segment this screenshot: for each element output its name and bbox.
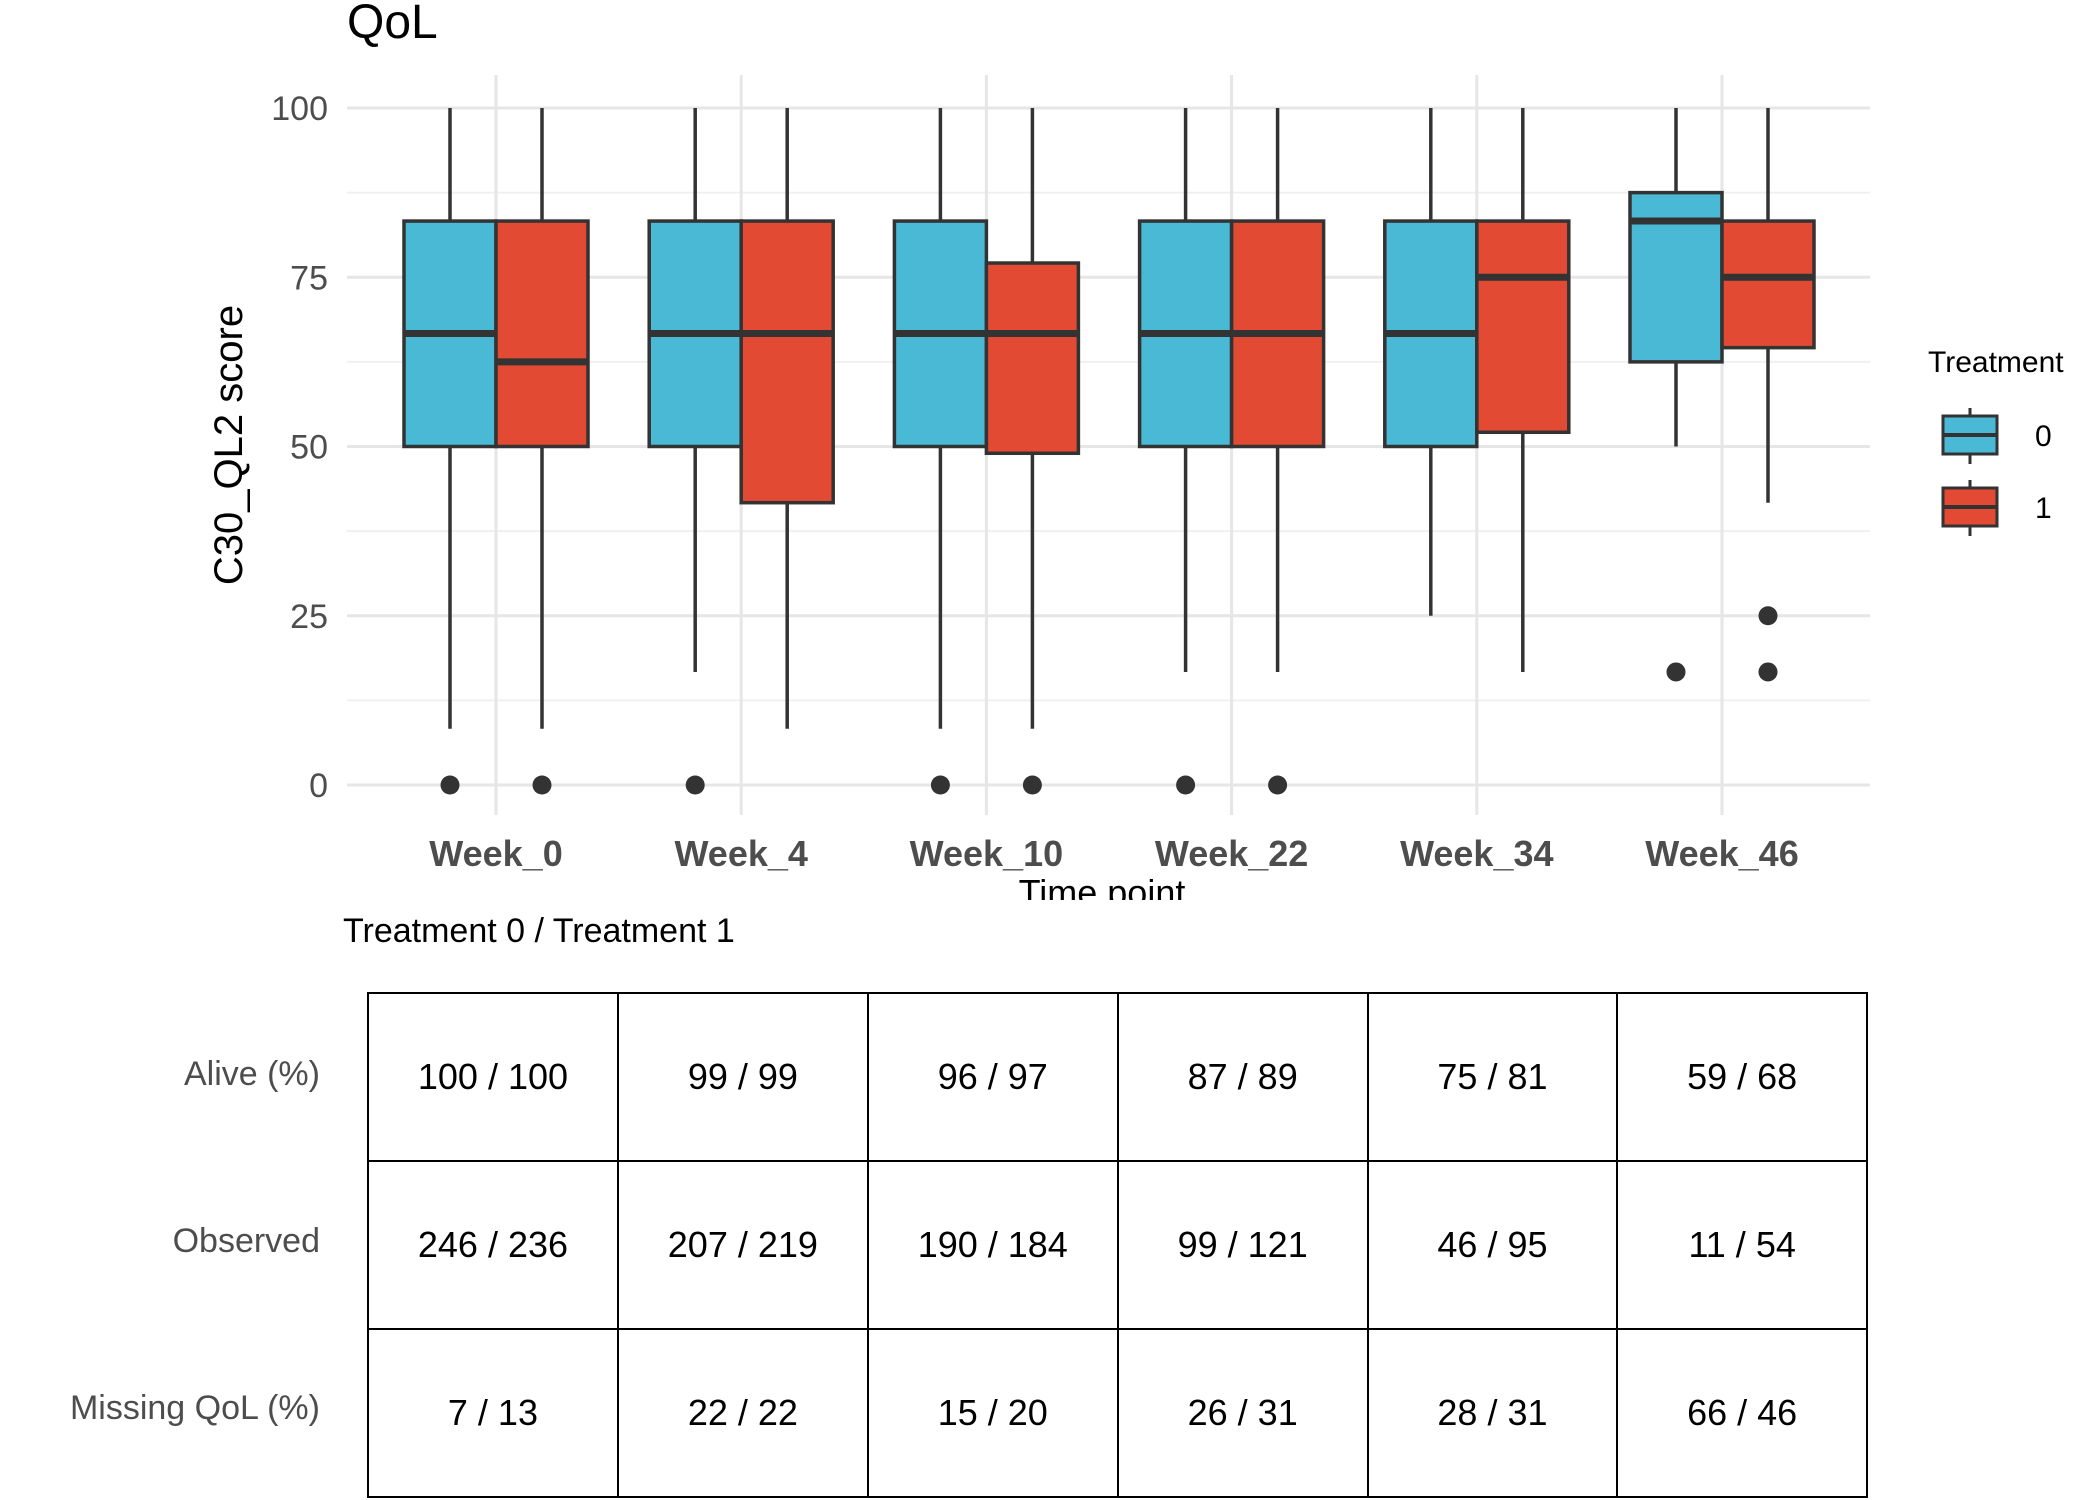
table-cell: 75 / 81	[1366, 992, 1619, 1162]
box-0-Week_10	[892, 108, 989, 795]
legend-item-1: 1	[1941, 480, 2052, 536]
box-1-Week_22	[1229, 108, 1326, 795]
outlier-point	[1176, 775, 1196, 795]
boxplot-chart: 0 25 50 75 100 Week_0 Week_4 Week_10 Week_22 Week…	[207, 0, 2064, 900]
x-tick-label: Week_10	[910, 833, 1063, 874]
table-cell: 100 / 100	[367, 992, 619, 1162]
box-1-Week_10	[984, 108, 1081, 795]
table-cell: 96 / 97	[866, 992, 1119, 1162]
table-cell: 99 / 99	[616, 992, 869, 1162]
outlier-point	[1758, 662, 1778, 682]
box-1-Week_0	[494, 108, 590, 795]
x-tick-label: Week_34	[1400, 833, 1553, 874]
outlier-point	[1666, 662, 1686, 682]
chart-title: QoL	[347, 0, 438, 49]
outlier-point	[440, 775, 460, 795]
x-axis-label: Time point	[1019, 872, 1186, 900]
box-0-Week_4	[647, 108, 743, 795]
series-0	[402, 108, 1724, 795]
box-1-Week_4	[739, 108, 835, 729]
table-cell: 207 / 219	[616, 1160, 869, 1330]
legend-item-0: 0	[1941, 408, 2052, 464]
y-tick-label: 50	[290, 429, 328, 467]
table-cell: 246 / 236	[367, 1160, 619, 1330]
series-1	[494, 108, 1816, 795]
outlier-point	[1758, 606, 1778, 626]
outlier-point	[1268, 775, 1288, 795]
table-cell: 26 / 31	[1116, 1328, 1369, 1498]
table-caption: Treatment 0 / Treatment 1	[343, 912, 735, 950]
box-body	[1475, 219, 1571, 435]
outlier-point	[930, 775, 950, 795]
table-cell: 66 / 46	[1616, 1328, 1868, 1498]
box-body	[984, 261, 1081, 456]
row-label-alive: Alive (%)	[183, 1055, 320, 1093]
x-tick-label: Week_4	[674, 833, 807, 874]
table-cell: 22 / 22	[616, 1328, 869, 1498]
table-row: 100 / 100 99 / 99 96 / 97 87 / 89 75 / 8…	[367, 992, 1868, 1162]
box-0-Week_46	[1628, 108, 1724, 682]
y-tick-label: 0	[309, 767, 328, 805]
box-0-Week_22	[1137, 108, 1234, 795]
table-row: 246 / 236 207 / 219 190 / 184 99 / 121 4…	[367, 1160, 1868, 1330]
box-1-Week_34	[1475, 108, 1571, 672]
axis-layer: 0 25 50 75 100 Week_0 Week_4 Week_10 Week_22 Week…	[271, 90, 1798, 874]
box-layer	[402, 108, 1816, 795]
y-tick-label: 25	[290, 598, 328, 636]
table-cell: 190 / 184	[866, 1160, 1119, 1330]
summary-table: 100 / 100 99 / 99 96 / 97 87 / 89 75 / 8…	[367, 992, 1868, 1498]
table-cell: 7 / 13	[367, 1328, 619, 1498]
x-tick-label: Week_0	[429, 833, 562, 874]
legend: Treatment 0 1	[1928, 346, 2064, 536]
y-axis-label: C30_QL2 score	[207, 305, 251, 585]
legend-title: Treatment	[1928, 346, 2064, 379]
table-cell: 15 / 20	[866, 1328, 1119, 1498]
y-tick-label: 100	[271, 90, 328, 128]
row-label-observed: Observed	[172, 1222, 320, 1260]
box-0-Week_34	[1383, 108, 1479, 616]
table-row: 7 / 13 22 / 22 15 / 20 26 / 31 28 / 31 6…	[367, 1328, 1868, 1498]
x-tick-label: Week_22	[1155, 833, 1308, 874]
outlier-point	[685, 775, 705, 795]
box-body	[494, 219, 590, 449]
outlier-point	[532, 775, 552, 795]
x-tick-label: Week_46	[1645, 833, 1798, 874]
table-cell: 46 / 95	[1366, 1160, 1619, 1330]
table-cell: 99 / 121	[1116, 1160, 1369, 1330]
box-0-Week_0	[402, 108, 498, 795]
table-cell: 87 / 89	[1116, 992, 1369, 1162]
table-cell: 59 / 68	[1616, 992, 1868, 1162]
row-label-missing: Missing QoL (%)	[69, 1389, 320, 1427]
table-cell: 11 / 54	[1616, 1160, 1868, 1330]
legend-label: 0	[2035, 420, 2052, 453]
box-body	[739, 219, 835, 505]
table-cell: 28 / 31	[1366, 1328, 1619, 1498]
legend-label: 1	[2035, 492, 2052, 525]
outlier-point	[1022, 775, 1042, 795]
y-tick-label: 75	[290, 259, 328, 297]
box-1-Week_46	[1720, 108, 1816, 682]
box-body	[1720, 219, 1816, 350]
